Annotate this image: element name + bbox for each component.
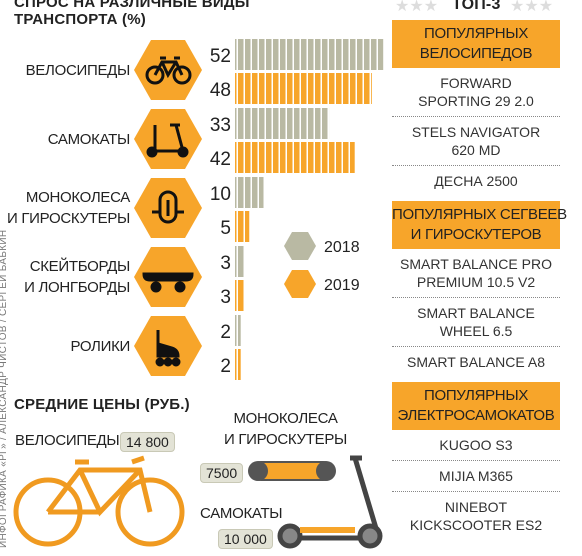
group-item: SMART BALANCE PRO PREMIUM 10.5 V2 xyxy=(392,249,560,298)
legend-swatch xyxy=(284,232,316,260)
value-label: 2 xyxy=(220,356,231,377)
value-label: 10 xyxy=(210,184,231,205)
bar xyxy=(235,39,383,70)
group-title: ПОПУЛЯРНЫХ ЭЛЕКТРОСАМОКАТОВ xyxy=(392,382,560,430)
group-item: STELS NAVIGATOR 620 MD xyxy=(392,117,560,166)
category-label: ВЕЛОСИПЕДЫ xyxy=(26,60,130,81)
value-label: 3 xyxy=(220,253,231,274)
group-item: SMART BALANCE A8 xyxy=(392,347,560,377)
category-label: САМОКАТЫ xyxy=(48,129,130,150)
svg-text:★★★: ★★★ xyxy=(510,0,553,15)
bar xyxy=(235,211,249,242)
legend-label: 2018 xyxy=(324,239,360,256)
bar xyxy=(235,142,355,173)
value-label: 5 xyxy=(220,218,231,239)
category-label: РОЛИКИ xyxy=(70,336,130,357)
price-label: САМОКАТЫ xyxy=(200,503,282,524)
bar xyxy=(235,349,241,380)
credit: ИНФОГРАФИКА «РГ» / АЛЕКСАНДР ЧИСТОВ / СЕ… xyxy=(0,230,9,548)
prices-title: СРЕДНИЕ ЦЕНЫ (РУБ.) xyxy=(14,396,190,413)
category-label: МОНОКОЛЕСА И ГИРОСКУТЕРЫ xyxy=(7,187,130,229)
legend-label: 2019 xyxy=(324,277,360,294)
category-label: СКЕЙТБОРДЫ И ЛОНГБОРДЫ xyxy=(24,256,130,298)
bar xyxy=(235,315,241,346)
chart-title: СПРОС НА РАЗЛИЧНЫЕ ВИДЫ ТРАНСПОРТА (%) xyxy=(14,0,250,28)
group-item: ДЕСНА 2500 xyxy=(392,166,560,196)
bar xyxy=(235,246,244,277)
price-label: МОНОКОЛЕСА И ГИРОСКУТЕРЫ xyxy=(224,408,347,450)
group-item: KUGOO S3 xyxy=(392,430,560,461)
value-label: 42 xyxy=(210,149,231,170)
bar xyxy=(235,280,244,311)
price-badge: 14 800 xyxy=(120,432,175,452)
value-label: 48 xyxy=(210,80,231,101)
bike-drawing xyxy=(16,458,182,544)
price-badge: 7500 xyxy=(200,463,243,483)
top3-title: ТОП-3 xyxy=(452,0,501,13)
group-item: MIJIA M365 xyxy=(392,461,560,492)
legend-swatch xyxy=(284,270,316,298)
bar xyxy=(235,73,372,104)
value-label: 33 xyxy=(210,115,231,136)
price-badge: 10 000 xyxy=(218,529,273,549)
group-item: SMART BALANCE WHEEL 6.5 xyxy=(392,298,560,347)
value-label: 3 xyxy=(220,287,231,308)
group-title: ПОПУЛЯРНЫХ СЕГВЕЕВ И ГИРОСКУТЕРОВ xyxy=(392,201,560,249)
group-title: ПОПУЛЯРНЫХ ВЕЛОСИПЕДОВ xyxy=(392,20,560,68)
bar xyxy=(235,108,329,139)
svg-text:★★★: ★★★ xyxy=(395,0,438,15)
price-label: ВЕЛОСИПЕДЫ xyxy=(15,430,119,451)
group-item: FORWARD SPORTING 29 2.0 xyxy=(392,68,560,117)
infographic: ★★★★★★ 52483342105332220182019 СПРОС НА … xyxy=(0,0,582,556)
group-item: NINEBOT KICKSCOOTER ES2 xyxy=(392,492,560,540)
hoverboard-drawing xyxy=(248,461,336,481)
value-label: 52 xyxy=(210,46,231,67)
value-label: 2 xyxy=(220,322,231,343)
bar xyxy=(235,177,264,208)
